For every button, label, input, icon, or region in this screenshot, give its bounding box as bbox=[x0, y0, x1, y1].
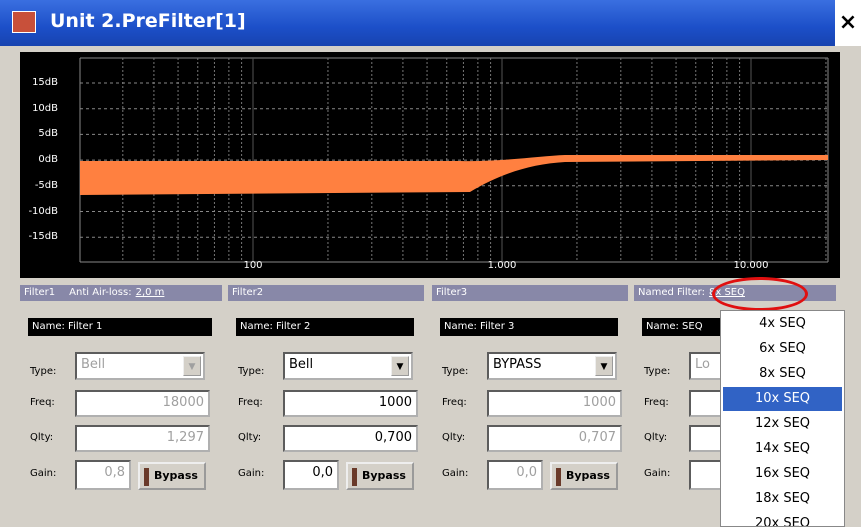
y-axis-label: 5dB bbox=[38, 128, 58, 140]
dropdown-item[interactable]: 8x SEQ bbox=[759, 366, 806, 381]
type-combo[interactable]: Bell ▼ bbox=[75, 352, 205, 380]
dropdown-item[interactable]: 4x SEQ bbox=[759, 316, 806, 331]
type-combo[interactable]: BYPASS ▼ bbox=[487, 352, 617, 380]
filter-name: Name: Filter 1 bbox=[28, 318, 212, 336]
q-input[interactable]: 0,700 bbox=[283, 425, 418, 452]
x-axis-label: 10.000 bbox=[733, 260, 769, 271]
bypass-button[interactable]: Bypass bbox=[346, 462, 414, 490]
filter-header: Filter1 Anti Air-loss: 2,0 m bbox=[20, 285, 222, 301]
field-label: Freq: bbox=[442, 397, 467, 408]
x-axis-label: 1.000 bbox=[487, 260, 517, 271]
gain-input[interactable]: 0,0 bbox=[283, 460, 339, 490]
dropdown-item[interactable]: 16x SEQ bbox=[754, 466, 811, 481]
y-axis-label: 10dB bbox=[32, 102, 58, 114]
dropdown-list: 4x SEQ 6x SEQ 8x SEQ 10x SEQ 12x SEQ 14x SEQ 1… bbox=[720, 310, 845, 527]
field-label: Qlty: bbox=[238, 432, 262, 443]
dropdown-item[interactable]: 10x SEQ bbox=[723, 387, 842, 411]
response-graph bbox=[20, 52, 840, 278]
y-axis-label: -5dB bbox=[34, 179, 58, 191]
field-label: Freq: bbox=[30, 397, 55, 408]
freq-input[interactable]: 18000 bbox=[75, 390, 210, 417]
field-label: Gain: bbox=[442, 468, 469, 479]
header-text: Filter3 bbox=[436, 287, 468, 298]
field-label: Freq: bbox=[238, 397, 263, 408]
header-text: Filter1 bbox=[24, 287, 56, 298]
bypass-button[interactable]: Bypass bbox=[550, 462, 618, 490]
filter-name: Name: Filter 3 bbox=[440, 318, 618, 336]
y-axis-label: 0dB bbox=[38, 154, 58, 166]
close-button[interactable]: × bbox=[835, 0, 861, 46]
freq-input[interactable]: 1000 bbox=[283, 390, 418, 417]
filter-header: Filter3 bbox=[432, 285, 628, 301]
q-input[interactable]: 0,707 bbox=[487, 425, 622, 452]
window-icon bbox=[12, 11, 36, 33]
dropdown-item[interactable]: 6x SEQ bbox=[759, 341, 806, 356]
freq-input[interactable]: 1000 bbox=[487, 390, 622, 417]
dropdown-item[interactable]: 18x SEQ bbox=[754, 491, 811, 506]
field-label: Qlty: bbox=[442, 432, 466, 443]
header-text: Named Filter: bbox=[638, 287, 705, 298]
field-label: Gain: bbox=[644, 468, 671, 479]
q-input[interactable]: 1,297 bbox=[75, 425, 210, 452]
y-axis-label: -10dB bbox=[28, 205, 58, 217]
x-axis-label: 100 bbox=[243, 260, 263, 271]
response-curve bbox=[80, 155, 828, 195]
filter-name: Name: Filter 2 bbox=[236, 318, 414, 336]
type-combo[interactable]: Bell ▼ bbox=[283, 352, 413, 380]
y-axis-label: -15dB bbox=[28, 231, 58, 243]
filter-header: Filter2 bbox=[228, 285, 424, 301]
header-link[interactable]: 2,0 m bbox=[135, 287, 165, 298]
field-label: Type: bbox=[238, 366, 265, 377]
grid bbox=[79, 57, 829, 263]
gain-input[interactable]: 0,0 bbox=[487, 460, 543, 490]
field-label: Type: bbox=[442, 366, 469, 377]
window-title: Unit 2.PreFilter[1] bbox=[50, 10, 246, 32]
field-label: Qlty: bbox=[644, 432, 668, 443]
field-label: Gain: bbox=[30, 468, 57, 479]
highlight-ellipse bbox=[712, 277, 808, 311]
gain-input[interactable]: 0,8 bbox=[75, 460, 131, 490]
header-extra: Anti Air-loss: bbox=[69, 287, 132, 298]
title-bar bbox=[0, 0, 835, 46]
dropdown-item[interactable]: 12x SEQ bbox=[754, 416, 811, 431]
dropdown-item[interactable]: 20x SEQ bbox=[754, 516, 811, 527]
combo-arrow[interactable]: ▼ bbox=[391, 356, 409, 376]
field-label: Type: bbox=[644, 366, 671, 377]
combo-arrow[interactable]: ▼ bbox=[183, 356, 201, 376]
field-label: Type: bbox=[30, 366, 57, 377]
y-axis-label: 15dB bbox=[32, 77, 58, 88]
field-label: Gain: bbox=[238, 468, 265, 479]
combo-arrow[interactable]: ▼ bbox=[595, 356, 613, 376]
field-label: Qlty: bbox=[30, 432, 54, 443]
bypass-button[interactable]: Bypass bbox=[138, 462, 206, 490]
dropdown-item[interactable]: 14x SEQ bbox=[754, 441, 811, 456]
header-text: Filter2 bbox=[232, 287, 264, 298]
field-label: Freq: bbox=[644, 397, 669, 408]
